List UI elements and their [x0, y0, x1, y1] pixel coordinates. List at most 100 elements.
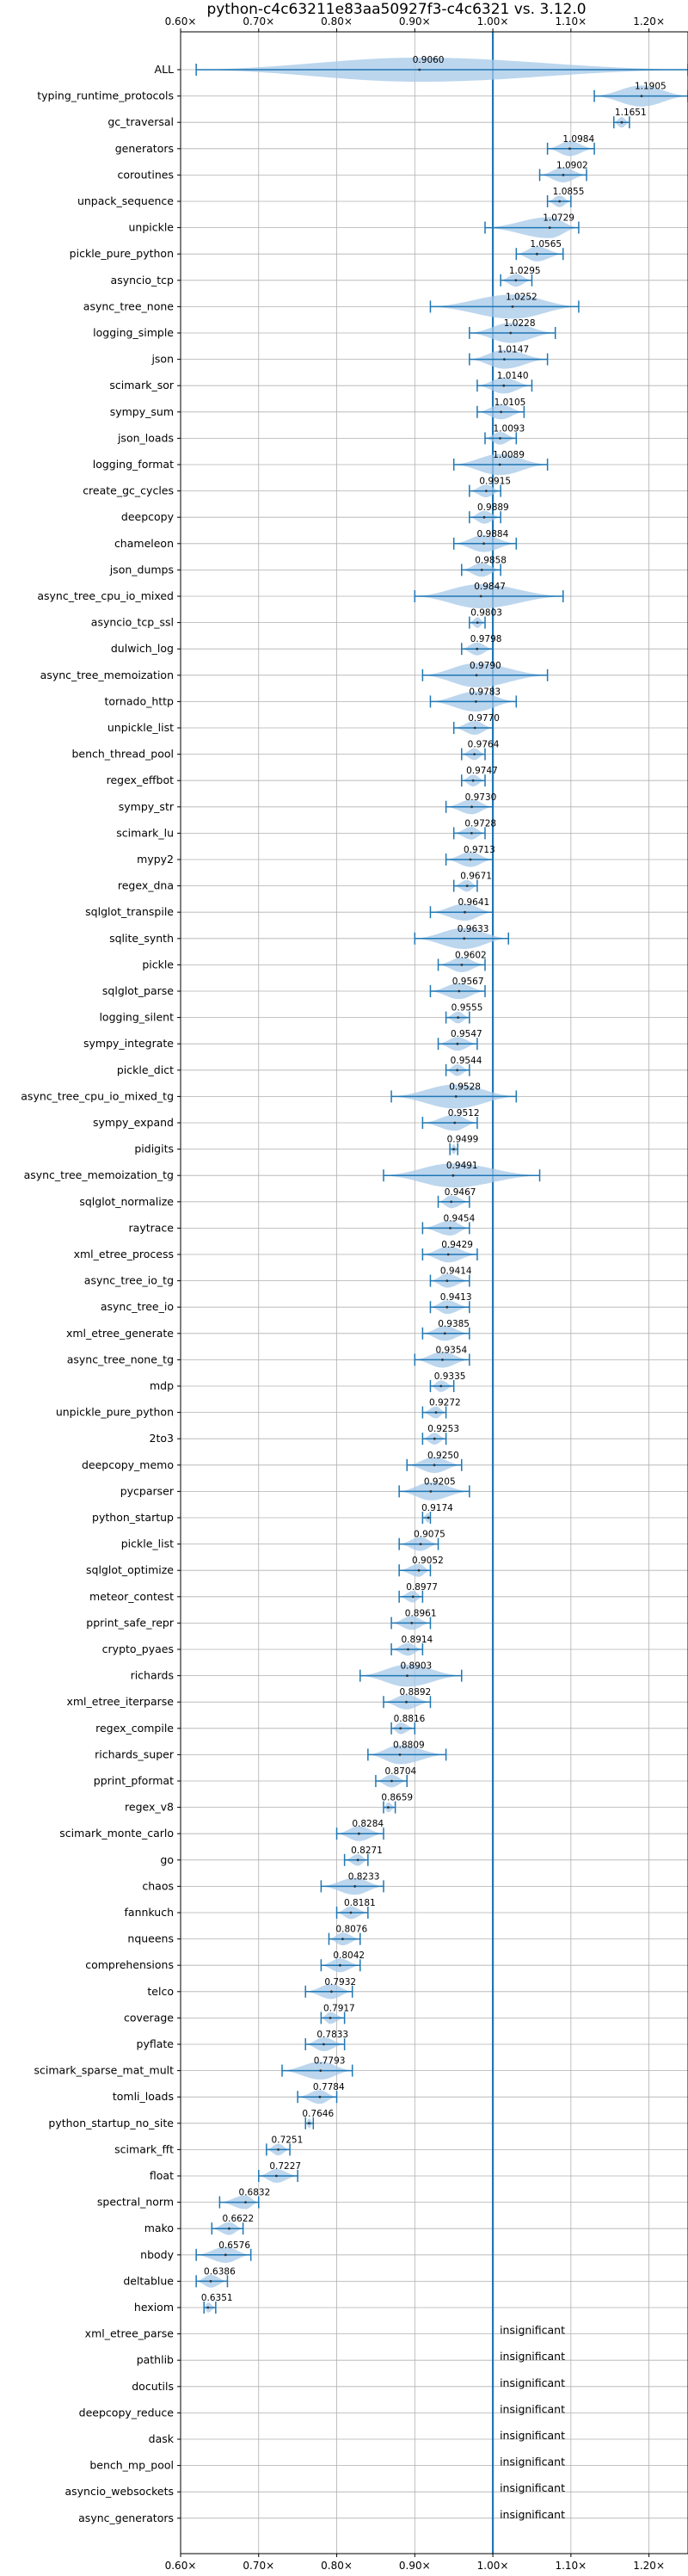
insignificant-label: insignificant [500, 2481, 565, 2494]
value-label: 0.9250 [427, 1451, 459, 1461]
value-label: 1.1905 [635, 82, 666, 92]
benchmark-label: xml_etree_process [74, 1248, 174, 1260]
value-label: 1.0228 [504, 318, 536, 329]
median-marker [441, 1359, 444, 1361]
median-marker [386, 1806, 390, 1809]
value-label: 0.9764 [468, 740, 500, 750]
median-marker [499, 437, 501, 440]
benchmark-label: logging_silent [99, 1011, 174, 1024]
benchmark-label: mdp [150, 1379, 174, 1392]
median-marker [509, 331, 513, 335]
value-label: 0.9335 [434, 1371, 466, 1382]
value-label: 0.9413 [440, 1292, 472, 1303]
benchmark-label: scimark_monte_carlo [59, 1827, 174, 1840]
label-layer: 0.60× 0.60× 0.70× 0.70× 0.80× 0.80× 0.90× 0.90×… [21, 15, 666, 2572]
benchmark-label: asyncio_websockets [64, 2485, 174, 2498]
value-label: 1.0089 [493, 450, 525, 460]
insignificant-label: insignificant [500, 2508, 565, 2521]
median-marker [411, 1595, 415, 1599]
x-tick-label-bottom: 0.70× [243, 2560, 274, 2572]
benchmark-label: sympy_sum [110, 405, 174, 418]
benchmark-label: comprehensions [85, 1958, 174, 1971]
median-marker [479, 595, 482, 598]
benchmark-label: sqlglot_transpile [85, 905, 174, 918]
median-marker [562, 174, 565, 176]
value-label: 0.9803 [470, 608, 502, 619]
value-label: 1.0147 [497, 345, 529, 355]
median-marker [474, 700, 477, 703]
benchmark-label: scimark_fft [114, 2142, 174, 2155]
benchmark-label: chameleon [114, 537, 174, 550]
benchmark-label: bench_mp_pool [89, 2459, 174, 2472]
median-marker [458, 989, 461, 993]
benchmark-label: docutils [132, 2380, 174, 2393]
x-tick-label-top: 1.20× [633, 15, 665, 28]
median-marker [353, 1885, 357, 1888]
value-label: 0.9075 [414, 1530, 445, 1540]
value-label: 0.8809 [393, 1740, 425, 1750]
value-label: 0.7784 [313, 2082, 345, 2092]
benchmark-label: async_tree_none [83, 299, 175, 312]
x-tick-label-top: 0.60× [165, 15, 197, 28]
benchmark-label: xml_etree_generate [66, 1327, 174, 1340]
benchmark-label: richards [131, 1669, 174, 1682]
median-marker [439, 1384, 443, 1388]
median-marker [407, 1648, 409, 1651]
median-marker [482, 542, 485, 545]
benchmark-label: telco [147, 1985, 174, 1998]
value-label: 0.7251 [272, 2135, 304, 2145]
benchmark-label: logging_format [93, 458, 174, 471]
value-label: 0.8271 [351, 1846, 383, 1856]
value-label: 0.9884 [477, 529, 509, 539]
median-marker [405, 1700, 408, 1704]
median-marker [464, 910, 466, 914]
median-marker [514, 279, 518, 282]
benchmark-label: asyncio_tcp [111, 274, 175, 287]
median-marker [453, 1121, 457, 1125]
benchmark-label: async_tree_none_tg [67, 1353, 174, 1365]
insignificant-label: insignificant [500, 2456, 565, 2468]
median-marker [338, 1963, 341, 1967]
benchmark-label: unpickle [128, 221, 174, 234]
median-marker [329, 2017, 332, 2019]
x-tick-label-bottom: 0.60× [165, 2560, 197, 2572]
value-label: 0.9783 [469, 687, 501, 697]
median-marker [228, 2227, 230, 2230]
value-label: 0.7932 [324, 1977, 356, 1987]
benchmark-label: create_gc_cycles [83, 484, 174, 497]
value-label: 0.9730 [465, 792, 497, 803]
benchmark-label: pprint_pformat [94, 1774, 174, 1787]
value-label: 1.0093 [494, 423, 525, 434]
median-marker [433, 1437, 436, 1440]
median-marker [476, 647, 479, 650]
value-label: 0.9713 [464, 845, 495, 855]
value-label: 0.9671 [460, 872, 492, 882]
benchmark-label: fannkuch [125, 1906, 174, 1919]
value-label: 0.9253 [427, 1424, 459, 1434]
value-label: 1.1651 [615, 108, 647, 118]
median-marker [480, 569, 483, 571]
median-marker [476, 621, 479, 624]
benchmark-label: json [150, 353, 174, 366]
median-marker [473, 753, 476, 755]
median-marker [640, 95, 643, 97]
median-marker [434, 1411, 438, 1414]
median-marker [357, 1832, 360, 1835]
benchmark-label: pidigits [134, 1143, 174, 1156]
insignificant-label: insignificant [500, 2402, 565, 2415]
benchmark-label: asyncio_tcp_ssl [91, 616, 174, 629]
value-label: 1.0729 [543, 213, 574, 224]
x-tick-label-bottom: 1.00× [477, 2560, 509, 2572]
value-label: 0.9454 [444, 1213, 476, 1223]
insignificant-label: insignificant [500, 2324, 565, 2337]
benchmark-label: coroutines [118, 168, 174, 181]
median-marker [473, 726, 476, 730]
value-label: 0.9528 [449, 1082, 481, 1092]
value-label: 0.8659 [381, 1793, 413, 1803]
median-marker [318, 2095, 322, 2098]
benchmark-label: dulwich_log [111, 642, 174, 655]
benchmark-label: generators [115, 142, 174, 155]
x-tick-label-top: 1.00× [477, 15, 509, 28]
